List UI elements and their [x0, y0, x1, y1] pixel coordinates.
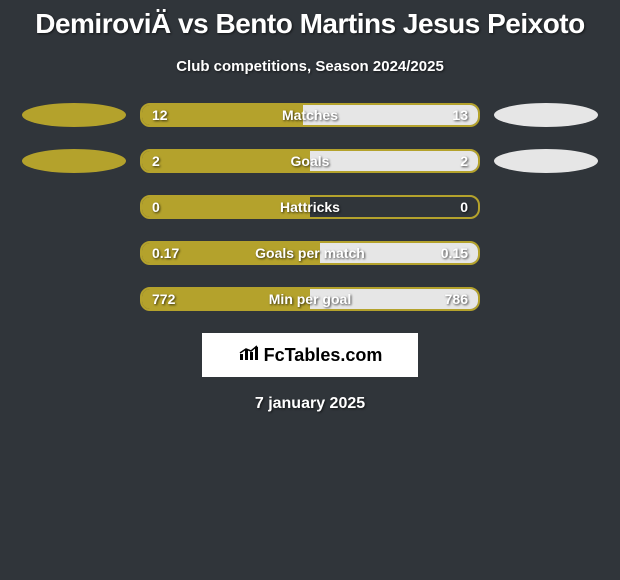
left-ellipse — [22, 103, 126, 127]
stat-row: 772Min per goal786 — [0, 287, 620, 311]
stat-row: 2Goals2 — [0, 149, 620, 173]
stat-right-value: 0 — [460, 197, 468, 217]
stat-label: Goals — [142, 151, 478, 171]
date-label: 7 january 2025 — [0, 395, 620, 413]
subtitle: Club competitions, Season 2024/2025 — [0, 58, 620, 75]
stat-label: Hattricks — [142, 197, 478, 217]
stat-bar: 0.17Goals per match0.15 — [140, 241, 480, 265]
stat-label: Min per goal — [142, 289, 478, 309]
stat-bar: 772Min per goal786 — [140, 287, 480, 311]
stat-bar: 2Goals2 — [140, 149, 480, 173]
stat-bar: 12Matches13 — [140, 103, 480, 127]
stat-right-value: 13 — [452, 105, 468, 125]
stat-row: 0Hattricks0 — [0, 195, 620, 219]
chart-icon — [238, 344, 260, 367]
stat-label: Goals per match — [142, 243, 478, 263]
stat-bar: 0Hattricks0 — [140, 195, 480, 219]
right-ellipse — [494, 149, 598, 173]
right-ellipse — [494, 103, 598, 127]
stat-row: 0.17Goals per match0.15 — [0, 241, 620, 265]
page-title: DemiroviÄ vs Bento Martins Jesus Peixoto — [0, 0, 620, 40]
stat-right-value: 2 — [460, 151, 468, 171]
brand-inner: FcTables.com — [204, 335, 416, 375]
brand-label: FcTables.com — [264, 345, 383, 366]
stat-right-value: 786 — [445, 289, 468, 309]
stat-right-value: 0.15 — [441, 243, 468, 263]
left-ellipse — [22, 149, 126, 173]
stats-container: 12Matches13 2Goals2 0Hattricks0 0.17Goals p… — [0, 103, 620, 311]
stat-row: 12Matches13 — [0, 103, 620, 127]
brand-box: FcTables.com — [202, 333, 418, 377]
stat-label: Matches — [142, 105, 478, 125]
